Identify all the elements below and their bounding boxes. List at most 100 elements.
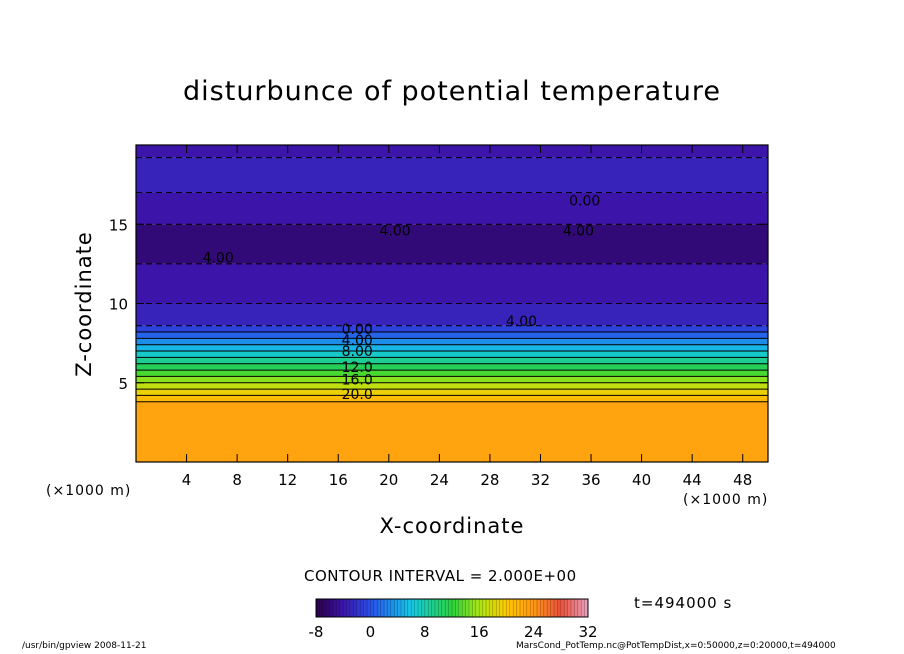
colorbar-cell xyxy=(356,599,361,617)
contour-label: 20.0 xyxy=(342,387,373,403)
x-tick-label: 20 xyxy=(379,471,398,489)
colorbar-cell xyxy=(543,599,548,617)
colorbar-cell xyxy=(540,599,545,617)
layer-band xyxy=(136,363,768,371)
colorbar-tick-label: 0 xyxy=(366,623,376,641)
colorbar-cell xyxy=(557,599,562,617)
colorbar-cell xyxy=(523,599,528,617)
colorbar-cell xyxy=(458,599,463,617)
layer-band xyxy=(136,338,768,345)
colorbar-cell xyxy=(367,599,371,617)
colorbar-cell xyxy=(492,599,497,617)
layer-band xyxy=(136,145,768,158)
colorbar-cell xyxy=(533,599,538,617)
colorbar-cell xyxy=(455,599,460,617)
x-unit-right: (×1000 m) xyxy=(683,492,769,508)
layer-band xyxy=(136,263,768,304)
layer-band xyxy=(136,303,768,326)
colorbar-cell xyxy=(469,599,473,617)
layer-band xyxy=(136,370,768,377)
colorbar-cell xyxy=(370,599,375,617)
layer-band xyxy=(136,344,768,352)
colorbar-cell xyxy=(526,599,531,617)
colorbar-cell xyxy=(486,599,490,617)
colorbar-cell xyxy=(373,599,378,617)
colorbar-cell xyxy=(339,599,344,617)
layer-band xyxy=(136,357,768,364)
colorbar-cell xyxy=(346,599,351,617)
colorbar-cell xyxy=(394,599,399,617)
layer-band xyxy=(136,376,768,383)
colorbar-cell xyxy=(319,599,324,617)
contour-label: 4.00 xyxy=(563,224,594,240)
colorbar-cell xyxy=(322,599,327,617)
colorbar-cell xyxy=(343,599,348,617)
colorbar-tick-label: 16 xyxy=(470,623,489,641)
colorbar-cell xyxy=(554,599,558,617)
colorbar-cell xyxy=(397,599,402,617)
colorbar-cell xyxy=(581,599,586,617)
y-tick-label: 15 xyxy=(109,216,128,234)
colorbar-cell xyxy=(503,599,507,617)
colorbar-cell xyxy=(384,599,388,617)
colorbar-cell xyxy=(475,599,480,617)
y-axis-label: Z-coordinate xyxy=(72,231,96,377)
x-tick-label: 24 xyxy=(430,471,449,489)
colorbar-cell xyxy=(353,599,358,617)
colorbar-tick-label: 8 xyxy=(420,623,430,641)
colorbar-cell xyxy=(428,599,433,617)
layer-band xyxy=(136,401,768,462)
colorbar-cell xyxy=(516,599,521,617)
layer-band xyxy=(136,395,768,402)
layer-band xyxy=(136,224,768,264)
colorbar-cell xyxy=(564,599,569,617)
colorbar-cell xyxy=(465,599,470,617)
colorbar-cell xyxy=(414,599,419,617)
x-tick-label: 16 xyxy=(329,471,348,489)
colorbar-cell xyxy=(401,599,405,617)
contour-label: 0.00 xyxy=(569,193,600,209)
x-tick-label: 40 xyxy=(632,471,651,489)
colorbar-cell xyxy=(431,599,436,617)
colorbar-cell xyxy=(377,599,382,617)
contour-label: 12.0 xyxy=(342,360,373,376)
colorbar-cell xyxy=(472,599,477,617)
colorbar-cell xyxy=(509,599,514,617)
contour-label: 4.00 xyxy=(203,251,234,267)
colorbar-cell xyxy=(571,599,575,617)
colorbar-cell xyxy=(421,599,426,617)
contour-label: 4.00 xyxy=(506,314,537,330)
footer-left: /usr/bin/gpview 2008-11-21 xyxy=(22,641,147,651)
layer-band xyxy=(136,389,768,396)
colorbar-cell xyxy=(435,599,439,617)
colorbar-cell xyxy=(482,599,487,617)
layer-band xyxy=(136,157,768,193)
colorbar-cell xyxy=(448,599,453,617)
colorbar-tick-label: 32 xyxy=(578,623,597,641)
contour-label: 4.00 xyxy=(380,224,411,240)
colorbar-cell xyxy=(550,599,555,617)
colorbar-frame xyxy=(315,598,589,618)
layer-band xyxy=(136,351,768,358)
colorbar-cell xyxy=(407,599,412,617)
colorbar-cell xyxy=(513,599,518,617)
contour-label: 16.0 xyxy=(342,373,373,389)
colorbar-cell xyxy=(489,599,494,617)
colorbar-cell xyxy=(363,599,368,617)
colorbar-cell xyxy=(567,599,572,617)
colorbar-cell xyxy=(424,599,429,617)
chart-title: disturbunce of potential temperature xyxy=(183,76,721,107)
x-unit-left: (×1000 m) xyxy=(46,483,132,499)
x-tick-label: 12 xyxy=(278,471,297,489)
x-tick-label: 32 xyxy=(531,471,550,489)
layer-band xyxy=(136,325,768,333)
layer-band xyxy=(136,382,768,390)
colorbar-cell xyxy=(574,599,579,617)
x-tick-label: 48 xyxy=(733,471,752,489)
colorbar-cell xyxy=(418,599,422,617)
x-tick-label: 44 xyxy=(683,471,702,489)
y-tick-label: 5 xyxy=(118,375,128,393)
colorbar-cell xyxy=(390,599,395,617)
colorbar-cell xyxy=(520,599,524,617)
